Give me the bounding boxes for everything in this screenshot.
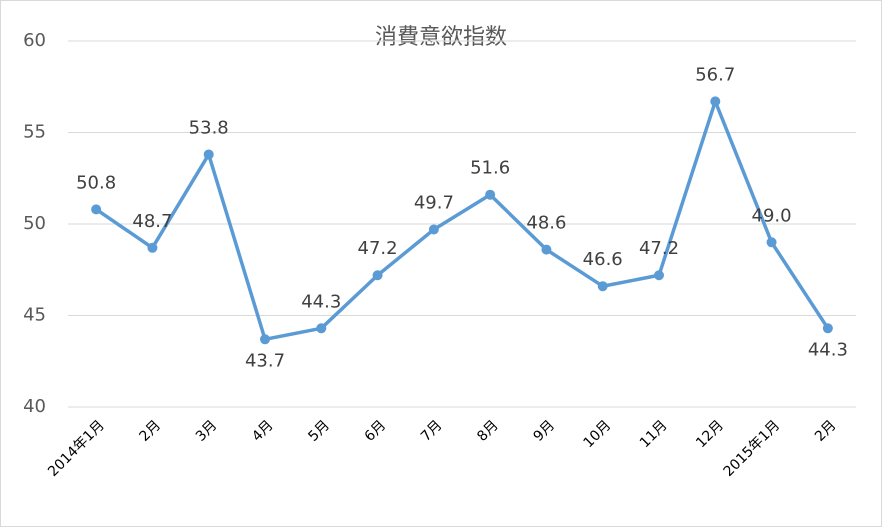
data-label: 44.3: [808, 339, 848, 360]
chart-title: 消費意欲指数: [375, 25, 507, 50]
data-point: [485, 189, 496, 200]
data-label: 48.6: [526, 213, 566, 234]
data-label: 47.2: [639, 238, 679, 259]
data-point: [372, 270, 383, 281]
y-tick-label: 40: [23, 396, 46, 417]
y-tick-label: 60: [23, 30, 46, 51]
data-label: 46.6: [583, 249, 623, 270]
data-label: 51.6: [470, 158, 510, 179]
data-point: [710, 96, 721, 107]
data-point: [260, 334, 270, 345]
data-label: 44.3: [301, 291, 341, 312]
data-label: 47.2: [358, 238, 398, 259]
data-point: [597, 281, 608, 292]
data-label: 49.7: [414, 192, 454, 213]
data-label: 53.8: [189, 117, 229, 138]
data-point: [316, 323, 327, 334]
data-point: [541, 244, 552, 255]
data-point: [147, 242, 158, 253]
data-label: 56.7: [695, 64, 735, 85]
y-tick-label: 55: [23, 122, 46, 143]
data-label: 43.7: [245, 350, 285, 371]
data-point: [654, 270, 664, 281]
data-label: 50.8: [76, 172, 116, 193]
data-point: [203, 149, 214, 160]
y-tick-label: 45: [23, 305, 46, 326]
series-line: [95, 99, 830, 342]
data-label: 48.7: [132, 211, 172, 232]
y-tick-label: 50: [23, 213, 46, 234]
data-point: [428, 224, 439, 235]
data-point: [91, 204, 102, 215]
data-label: 49.0: [752, 205, 792, 226]
data-point: [822, 323, 833, 334]
data-point: [766, 237, 777, 248]
